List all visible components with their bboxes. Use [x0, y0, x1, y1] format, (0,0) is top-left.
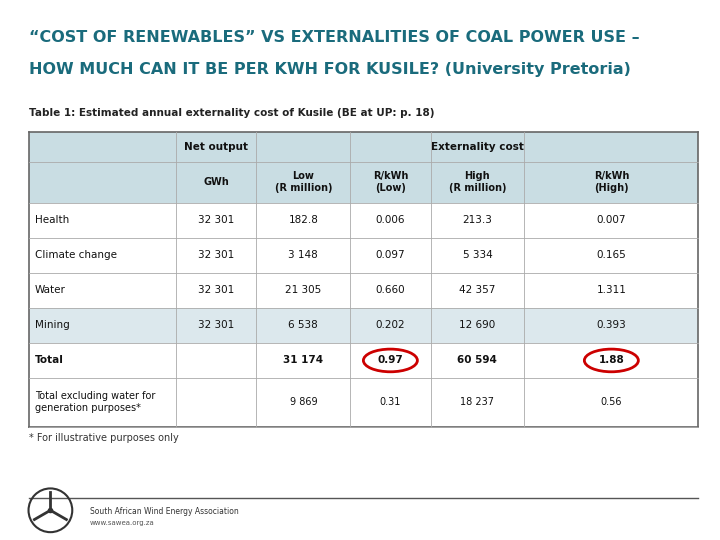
Point: [357, 390, 366, 396]
Point: [492, 390, 500, 396]
Text: 5 334: 5 334: [462, 250, 492, 260]
Point: [357, 164, 366, 170]
Point: [222, 390, 231, 396]
Text: * For illustrative purposes only: * For illustrative purposes only: [29, 433, 179, 443]
Point: [627, 390, 636, 396]
Text: “COST OF RENEWABLES” VS EXTERNALITIES OF COAL POWER USE –: “COST OF RENEWABLES” VS EXTERNALITIES OF…: [29, 30, 639, 45]
Text: 0.56: 0.56: [600, 397, 622, 407]
Text: 0.007: 0.007: [597, 215, 626, 225]
Text: 0.660: 0.660: [376, 285, 405, 295]
Text: 0.31: 0.31: [379, 397, 401, 407]
Text: South African Wind Energy Association: South African Wind Energy Association: [90, 508, 239, 516]
Text: Low
(R million): Low (R million): [274, 172, 332, 193]
Text: 0.393: 0.393: [596, 320, 626, 330]
Text: 182.8: 182.8: [289, 215, 318, 225]
Text: Health: Health: [35, 215, 69, 225]
Text: 32 301: 32 301: [198, 215, 235, 225]
Text: 0.006: 0.006: [376, 215, 405, 225]
Text: 32 301: 32 301: [198, 250, 235, 260]
Point: [419, 390, 428, 396]
Point: [284, 164, 293, 170]
Text: 32 301: 32 301: [198, 320, 235, 330]
Text: 32 301: 32 301: [198, 285, 235, 295]
Text: 42 357: 42 357: [459, 285, 495, 295]
Text: High
(R million): High (R million): [449, 172, 506, 193]
Point: [222, 164, 231, 170]
Text: 3 148: 3 148: [289, 250, 318, 260]
Text: Total: Total: [35, 355, 63, 366]
Text: Mining: Mining: [35, 320, 69, 330]
Point: [284, 390, 293, 396]
Text: 1.311: 1.311: [596, 285, 626, 295]
Text: Climate change: Climate change: [35, 250, 117, 260]
Point: [108, 390, 117, 396]
Text: HOW MUCH CAN IT BE PER KWH FOR KUSILE? (University Pretoria): HOW MUCH CAN IT BE PER KWH FOR KUSILE? (…: [29, 62, 631, 77]
Text: 21 305: 21 305: [285, 285, 321, 295]
FancyBboxPatch shape: [29, 132, 698, 202]
Text: 0.165: 0.165: [596, 250, 626, 260]
Text: 6 538: 6 538: [289, 320, 318, 330]
Text: 0.097: 0.097: [376, 250, 405, 260]
Text: 213.3: 213.3: [462, 215, 492, 225]
Text: 0.202: 0.202: [376, 320, 405, 330]
Text: Externality cost: Externality cost: [431, 142, 524, 152]
Point: [419, 164, 428, 170]
Text: 0.97: 0.97: [377, 355, 403, 366]
FancyBboxPatch shape: [29, 308, 698, 343]
Text: GWh: GWh: [204, 177, 229, 187]
Text: Total excluding water for
generation purposes*: Total excluding water for generation pur…: [35, 392, 155, 413]
Text: 9 869: 9 869: [289, 397, 317, 407]
Text: 12 690: 12 690: [459, 320, 495, 330]
Point: [492, 164, 500, 170]
Text: Table 1: Estimated annual externality cost of Kusile (BE at UP: p. 18): Table 1: Estimated annual externality co…: [29, 108, 434, 118]
Text: R/kWh
(High): R/kWh (High): [594, 172, 629, 193]
Point: [627, 164, 636, 170]
Text: www.sawea.org.za: www.sawea.org.za: [90, 519, 155, 526]
Text: Water: Water: [35, 285, 66, 295]
Text: 31 174: 31 174: [283, 355, 323, 366]
Text: 60 594: 60 594: [457, 355, 498, 366]
Text: 18 237: 18 237: [460, 397, 495, 407]
Point: [108, 164, 117, 170]
Text: Net output: Net output: [184, 142, 248, 152]
Text: 1.88: 1.88: [598, 355, 624, 366]
Text: R/kWh
(Low): R/kWh (Low): [373, 172, 408, 193]
